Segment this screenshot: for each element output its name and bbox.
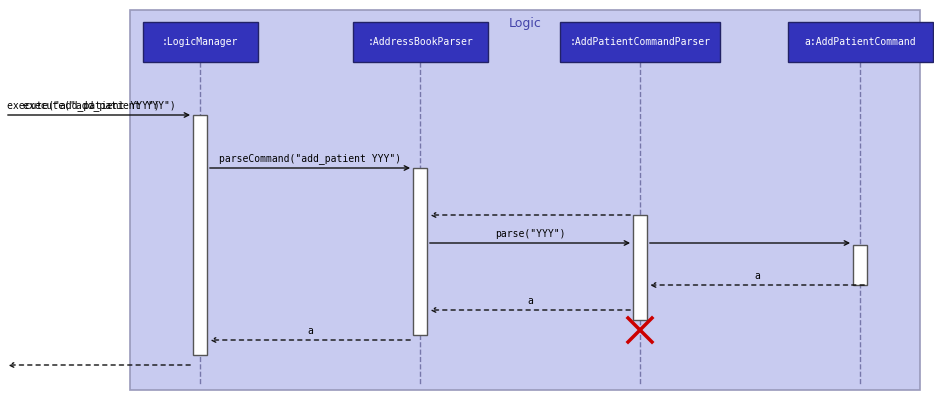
Text: a:AddPatientCommand: a:AddPatientCommand	[804, 37, 916, 47]
Bar	[193, 115, 207, 355]
Bar	[560, 22, 720, 62]
Text: :AddressBookParser: :AddressBookParser	[367, 37, 473, 47]
Bar	[130, 10, 920, 390]
Bar	[787, 22, 932, 62]
Text: Logic: Logic	[508, 17, 542, 31]
Text: a: a	[527, 296, 533, 306]
Text: a: a	[307, 326, 313, 336]
Bar	[352, 22, 488, 62]
Bar	[633, 215, 647, 320]
Text: execute("add_patient YYY"): execute("add_patient YYY")	[22, 100, 176, 111]
Bar	[143, 22, 258, 62]
Bar	[853, 245, 867, 285]
Bar	[413, 168, 427, 335]
Text: a: a	[754, 271, 760, 281]
Text: parseCommand("add_patient YYY"): parseCommand("add_patient YYY")	[219, 153, 401, 164]
Text: :AddPatientCommandParser: :AddPatientCommandParser	[570, 37, 711, 47]
Text: :LogicManager: :LogicManager	[162, 37, 238, 47]
Text: parse("YYY"): parse("YYY")	[495, 229, 565, 239]
Text: execute("add_patient YYY"): execute("add_patient YYY")	[7, 100, 160, 111]
